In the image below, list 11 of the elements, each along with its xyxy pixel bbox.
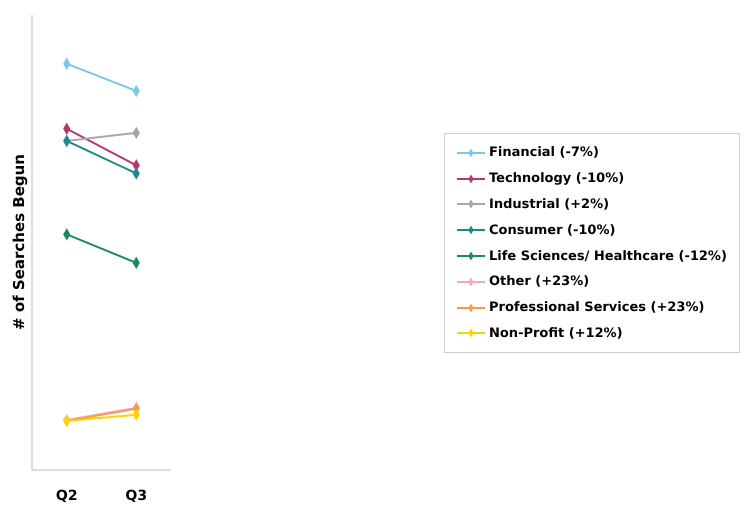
x-tick-label: Q3 — [125, 488, 148, 504]
legend-label: Financial (-7%) — [489, 145, 599, 160]
legend-label: Industrial (+2%) — [489, 196, 610, 212]
legend-label: Consumer (-10%) — [489, 222, 616, 238]
legend-label: Other (+23%) — [489, 274, 590, 290]
legend-label: Professional Services (+23%) — [489, 300, 704, 316]
y-axis-title: # of Searches Begun — [10, 154, 28, 330]
legend-label: Technology (-10%) — [489, 171, 624, 186]
legend-label: Life Sciences/ Healthcare (-12%) — [489, 248, 727, 264]
legend-label: Non-Profit (+12%) — [489, 326, 623, 341]
x-tick-label: Q2 — [56, 488, 78, 504]
